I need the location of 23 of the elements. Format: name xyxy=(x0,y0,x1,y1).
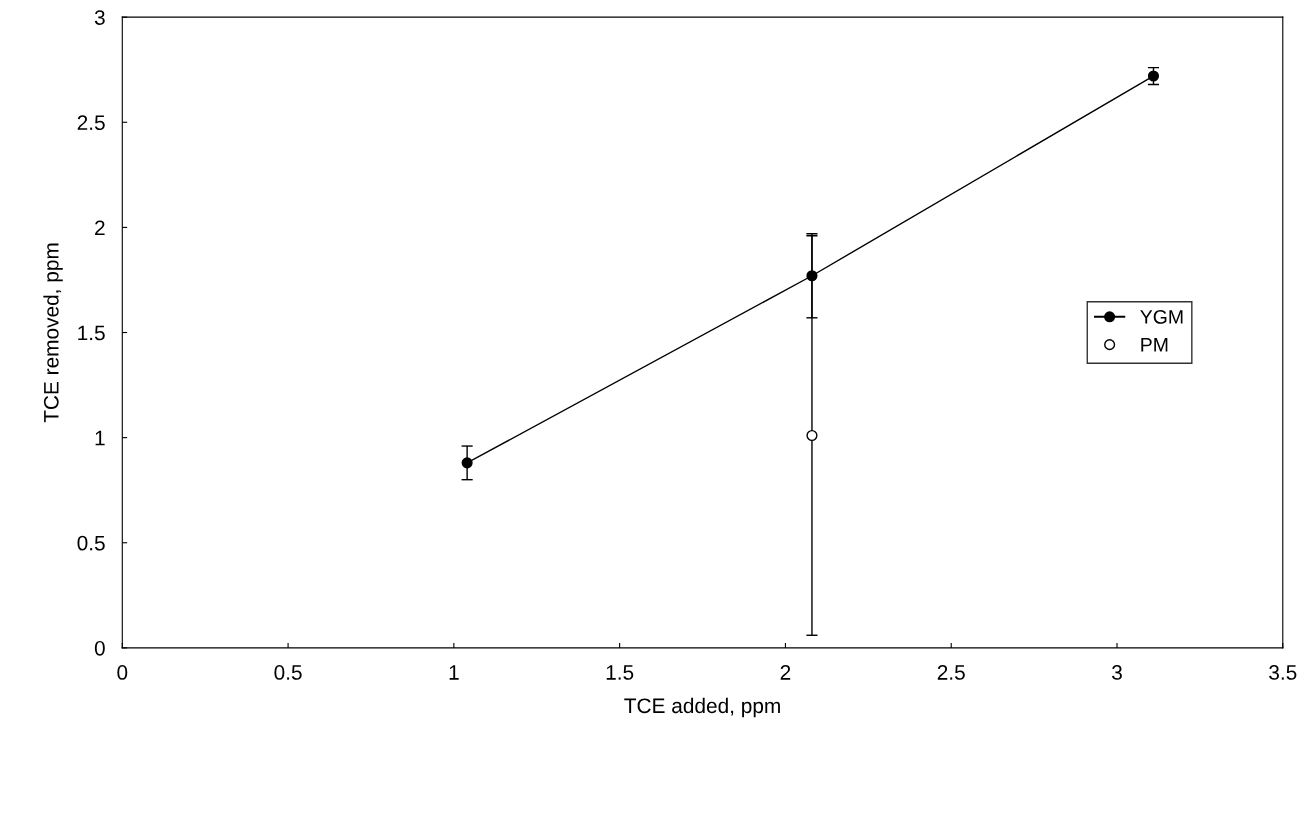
y-tick-label: 3 xyxy=(94,10,105,25)
y-tick-label: 0.5 xyxy=(77,535,105,551)
point xyxy=(1147,70,1160,82)
y-tick-label: 0 xyxy=(94,640,105,656)
y-tick-label: 2 xyxy=(95,220,105,235)
y-tick-label: 1.5 xyxy=(78,325,105,341)
y-axis-title: TCE removed, ppm xyxy=(43,243,63,423)
x-tick-label: 1.5 xyxy=(606,665,634,680)
x-tick-label: 2.5 xyxy=(937,665,965,680)
legend-label: YGM xyxy=(1140,310,1183,324)
x-tick-label: 0.5 xyxy=(274,665,302,680)
x-tick-label: 0 xyxy=(117,665,128,680)
legend-label: PM xyxy=(1141,338,1168,352)
x-tick-label: 3.5 xyxy=(1269,665,1297,680)
y-tick-label: 2.5 xyxy=(77,115,105,131)
x-tick-label: 1 xyxy=(449,665,459,680)
x-axis-title: TCE added, ppm xyxy=(624,697,780,718)
x-tick-label: 3 xyxy=(1112,665,1122,680)
point xyxy=(461,457,473,469)
y-tick-label: 1 xyxy=(95,430,105,446)
point xyxy=(806,270,818,282)
x-tick-label: 2 xyxy=(780,665,791,680)
point xyxy=(806,429,818,442)
